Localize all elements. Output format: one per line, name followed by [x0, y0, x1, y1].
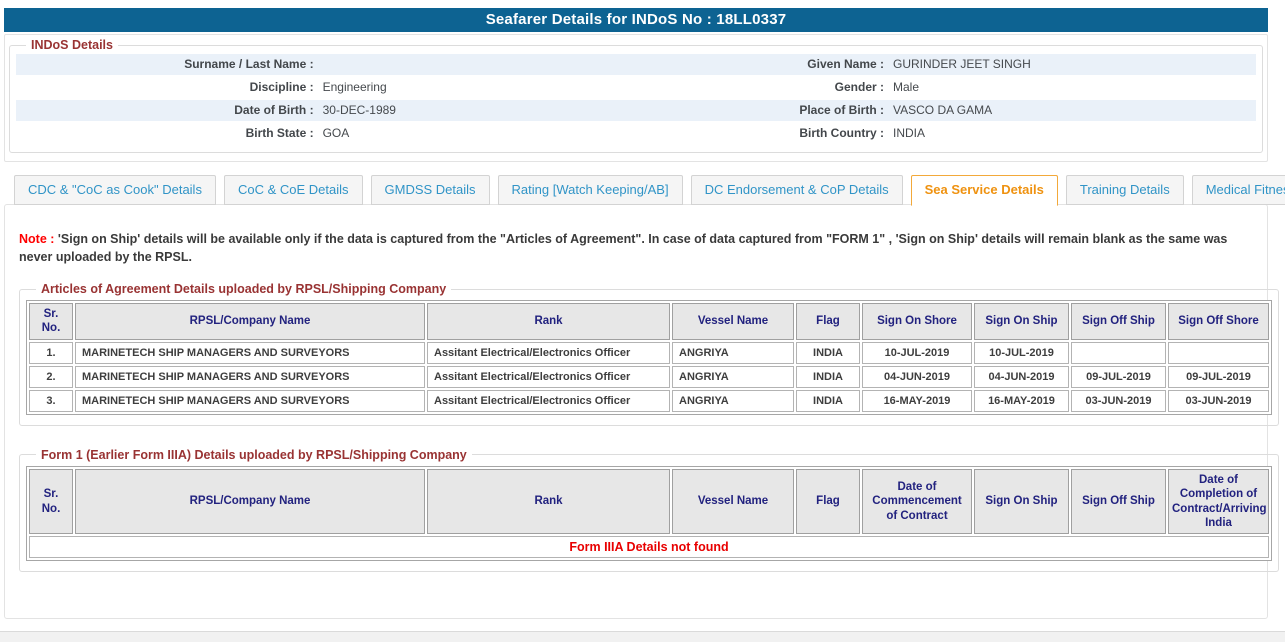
tabs-area: CDC & "CoC as Cook" Details CoC & CoE De… [4, 175, 1285, 620]
articles-legend: Articles of Agreement Details uploaded b… [41, 282, 447, 296]
col-sign-off-ship: Sign Off Ship [1071, 303, 1166, 340]
cell-sr: 2. [29, 365, 73, 388]
discipline-value: Engineering [322, 80, 387, 94]
col-sign-on-shore: Sign On Shore [862, 303, 972, 340]
note-label: Note : [19, 232, 55, 246]
indos-row-discipline: Discipline : Engineering Gender : Male [16, 77, 1256, 98]
col-flag: Flag [796, 468, 860, 535]
cell-sign-off-ship: 03-JUN-2019 [1071, 389, 1166, 412]
dob-label: Date of Birth : [234, 103, 314, 117]
cell-sr: 1. [29, 341, 73, 364]
col-rank: Rank [427, 468, 670, 535]
cell-sign-on-shore: 10-JUL-2019 [862, 341, 972, 364]
tab-rating-watch-keeping[interactable]: Rating [Watch Keeping/AB] [497, 175, 683, 205]
tab-bar: CDC & "CoC as Cook" Details CoC & CoE De… [4, 175, 1285, 206]
cell-vessel: ANGRIYA [672, 389, 794, 412]
table-row: 2. MARINETECH SHIP MANAGERS AND SURVEYOR… [29, 365, 1269, 388]
page-bottom-strip [0, 631, 1285, 642]
dob-value: 30-DEC-1989 [322, 103, 396, 117]
place-of-birth-label: Place of Birth : [799, 103, 884, 117]
given-name-label: Given Name : [807, 57, 884, 71]
form1-section: Form 1 (Earlier Form IIIA) Details uploa… [19, 447, 1279, 573]
col-date-commencement: Date of Commencement of Contract [862, 468, 972, 535]
surname-label: Surname / Last Name : [184, 57, 314, 71]
page-title: Seafarer Details for INDoS No : 18LL0337 [4, 8, 1268, 32]
col-flag: Flag [796, 303, 860, 340]
discipline-label: Discipline : [249, 80, 314, 94]
note-text: 'Sign on Ship' details will be available… [19, 232, 1228, 264]
col-vessel: Vessel Name [672, 468, 794, 535]
sea-service-panel: Note : 'Sign on Ship' details will be av… [4, 204, 1279, 620]
cell-rank: Assitant Electrical/Electronics Officer [427, 389, 670, 412]
empty-row: Form IIIA Details not found [29, 536, 1269, 559]
col-rank: Rank [427, 303, 670, 340]
cell-vessel: ANGRIYA [672, 365, 794, 388]
birth-state-label: Birth State : [245, 126, 314, 140]
indos-details-box: INDoS Details Surname / Last Name : Give… [4, 34, 1268, 162]
table-row: 3. MARINETECH SHIP MANAGERS AND SURVEYOR… [29, 389, 1269, 412]
cell-sr: 3. [29, 389, 73, 412]
tab-training[interactable]: Training Details [1065, 175, 1184, 205]
cell-sign-off-shore: 03-JUN-2019 [1168, 389, 1269, 412]
cell-company: MARINETECH SHIP MANAGERS AND SURVEYORS [75, 365, 425, 388]
sign-on-ship-note: Note : 'Sign on Ship' details will be av… [19, 231, 1253, 266]
given-name-value: GURINDER JEET SINGH [893, 57, 1031, 71]
tab-gmdss[interactable]: GMDSS Details [370, 175, 490, 205]
birth-state-value: GOA [322, 126, 350, 140]
col-sign-off-ship: Sign Off Ship [1071, 468, 1166, 535]
cell-rank: Assitant Electrical/Electronics Officer [427, 365, 670, 388]
tab-medical-fitness[interactable]: Medical Fitness Certificate [1191, 175, 1285, 205]
cell-sign-on-ship: 10-JUL-2019 [974, 341, 1069, 364]
indos-details-legend: INDoS Details [31, 38, 113, 52]
col-sr-no: Sr. No. [29, 303, 73, 340]
indos-row-state: Birth State : GOA Birth Country : INDIA [16, 123, 1256, 144]
gender-value: Male [893, 80, 920, 94]
table-row: 1. MARINETECH SHIP MANAGERS AND SURVEYOR… [29, 341, 1269, 364]
birth-country-value: INDIA [893, 126, 926, 140]
col-sign-on-ship: Sign On Ship [974, 303, 1069, 340]
form1-table: Sr. No. RPSL/Company Name Rank Vessel Na… [26, 465, 1272, 562]
cell-sign-off-shore: 09-JUL-2019 [1168, 365, 1269, 388]
tab-coc-coe[interactable]: CoC & CoE Details [223, 175, 363, 205]
cell-company: MARINETECH SHIP MANAGERS AND SURVEYORS [75, 341, 425, 364]
cell-rank: Assitant Electrical/Electronics Officer [427, 341, 670, 364]
articles-of-agreement-section: Articles of Agreement Details uploaded b… [19, 282, 1279, 426]
birth-country-label: Birth Country : [799, 126, 884, 140]
col-company: RPSL/Company Name [75, 303, 425, 340]
cell-vessel: ANGRIYA [672, 341, 794, 364]
indos-row-birth: Date of Birth : 30-DEC-1989 Place of Bir… [16, 100, 1256, 121]
cell-flag: INDIA [796, 389, 860, 412]
articles-table: Sr. No. RPSL/Company Name Rank Vessel Na… [26, 300, 1272, 415]
col-sign-on-ship: Sign On Ship [974, 468, 1069, 535]
cell-sign-off-shore [1168, 341, 1269, 364]
form-iiia-not-found-message: Form IIIA Details not found [29, 536, 1269, 559]
col-vessel: Vessel Name [672, 303, 794, 340]
place-of-birth-value: VASCO DA GAMA [893, 103, 993, 117]
col-sign-off-shore: Sign Off Shore [1168, 303, 1269, 340]
tab-cdc-coc-as-cook[interactable]: CDC & "CoC as Cook" Details [14, 175, 216, 205]
cell-sign-off-ship: 09-JUL-2019 [1071, 365, 1166, 388]
surname-value [314, 57, 323, 71]
seafarer-details-page: Seafarer Details for INDoS No : 18LL0337… [4, 8, 1285, 620]
cell-flag: INDIA [796, 341, 860, 364]
articles-header-row: Sr. No. RPSL/Company Name Rank Vessel Na… [29, 303, 1269, 340]
tab-dc-endorsement-cop[interactable]: DC Endorsement & CoP Details [690, 175, 903, 205]
cell-sign-on-shore: 04-JUN-2019 [862, 365, 972, 388]
indos-details-fieldset: INDoS Details Surname / Last Name : Give… [9, 38, 1263, 153]
col-date-completion: Date of Completion of Contract/Arriving … [1168, 468, 1269, 535]
form1-header-row: Sr. No. RPSL/Company Name Rank Vessel Na… [29, 468, 1269, 535]
form1-legend: Form 1 (Earlier Form IIIA) Details uploa… [41, 447, 467, 462]
cell-sign-off-ship [1071, 341, 1166, 364]
col-sr-no: Sr. No. [29, 468, 73, 535]
tab-sea-service[interactable]: Sea Service Details [910, 175, 1058, 206]
indos-row-name: Surname / Last Name : Given Name : GURIN… [16, 54, 1256, 75]
cell-sign-on-ship: 04-JUN-2019 [974, 365, 1069, 388]
col-company: RPSL/Company Name [75, 468, 425, 535]
cell-sign-on-shore: 16-MAY-2019 [862, 389, 972, 412]
cell-sign-on-ship: 16-MAY-2019 [974, 389, 1069, 412]
gender-label: Gender : [834, 80, 884, 94]
cell-flag: INDIA [796, 365, 860, 388]
cell-company: MARINETECH SHIP MANAGERS AND SURVEYORS [75, 389, 425, 412]
